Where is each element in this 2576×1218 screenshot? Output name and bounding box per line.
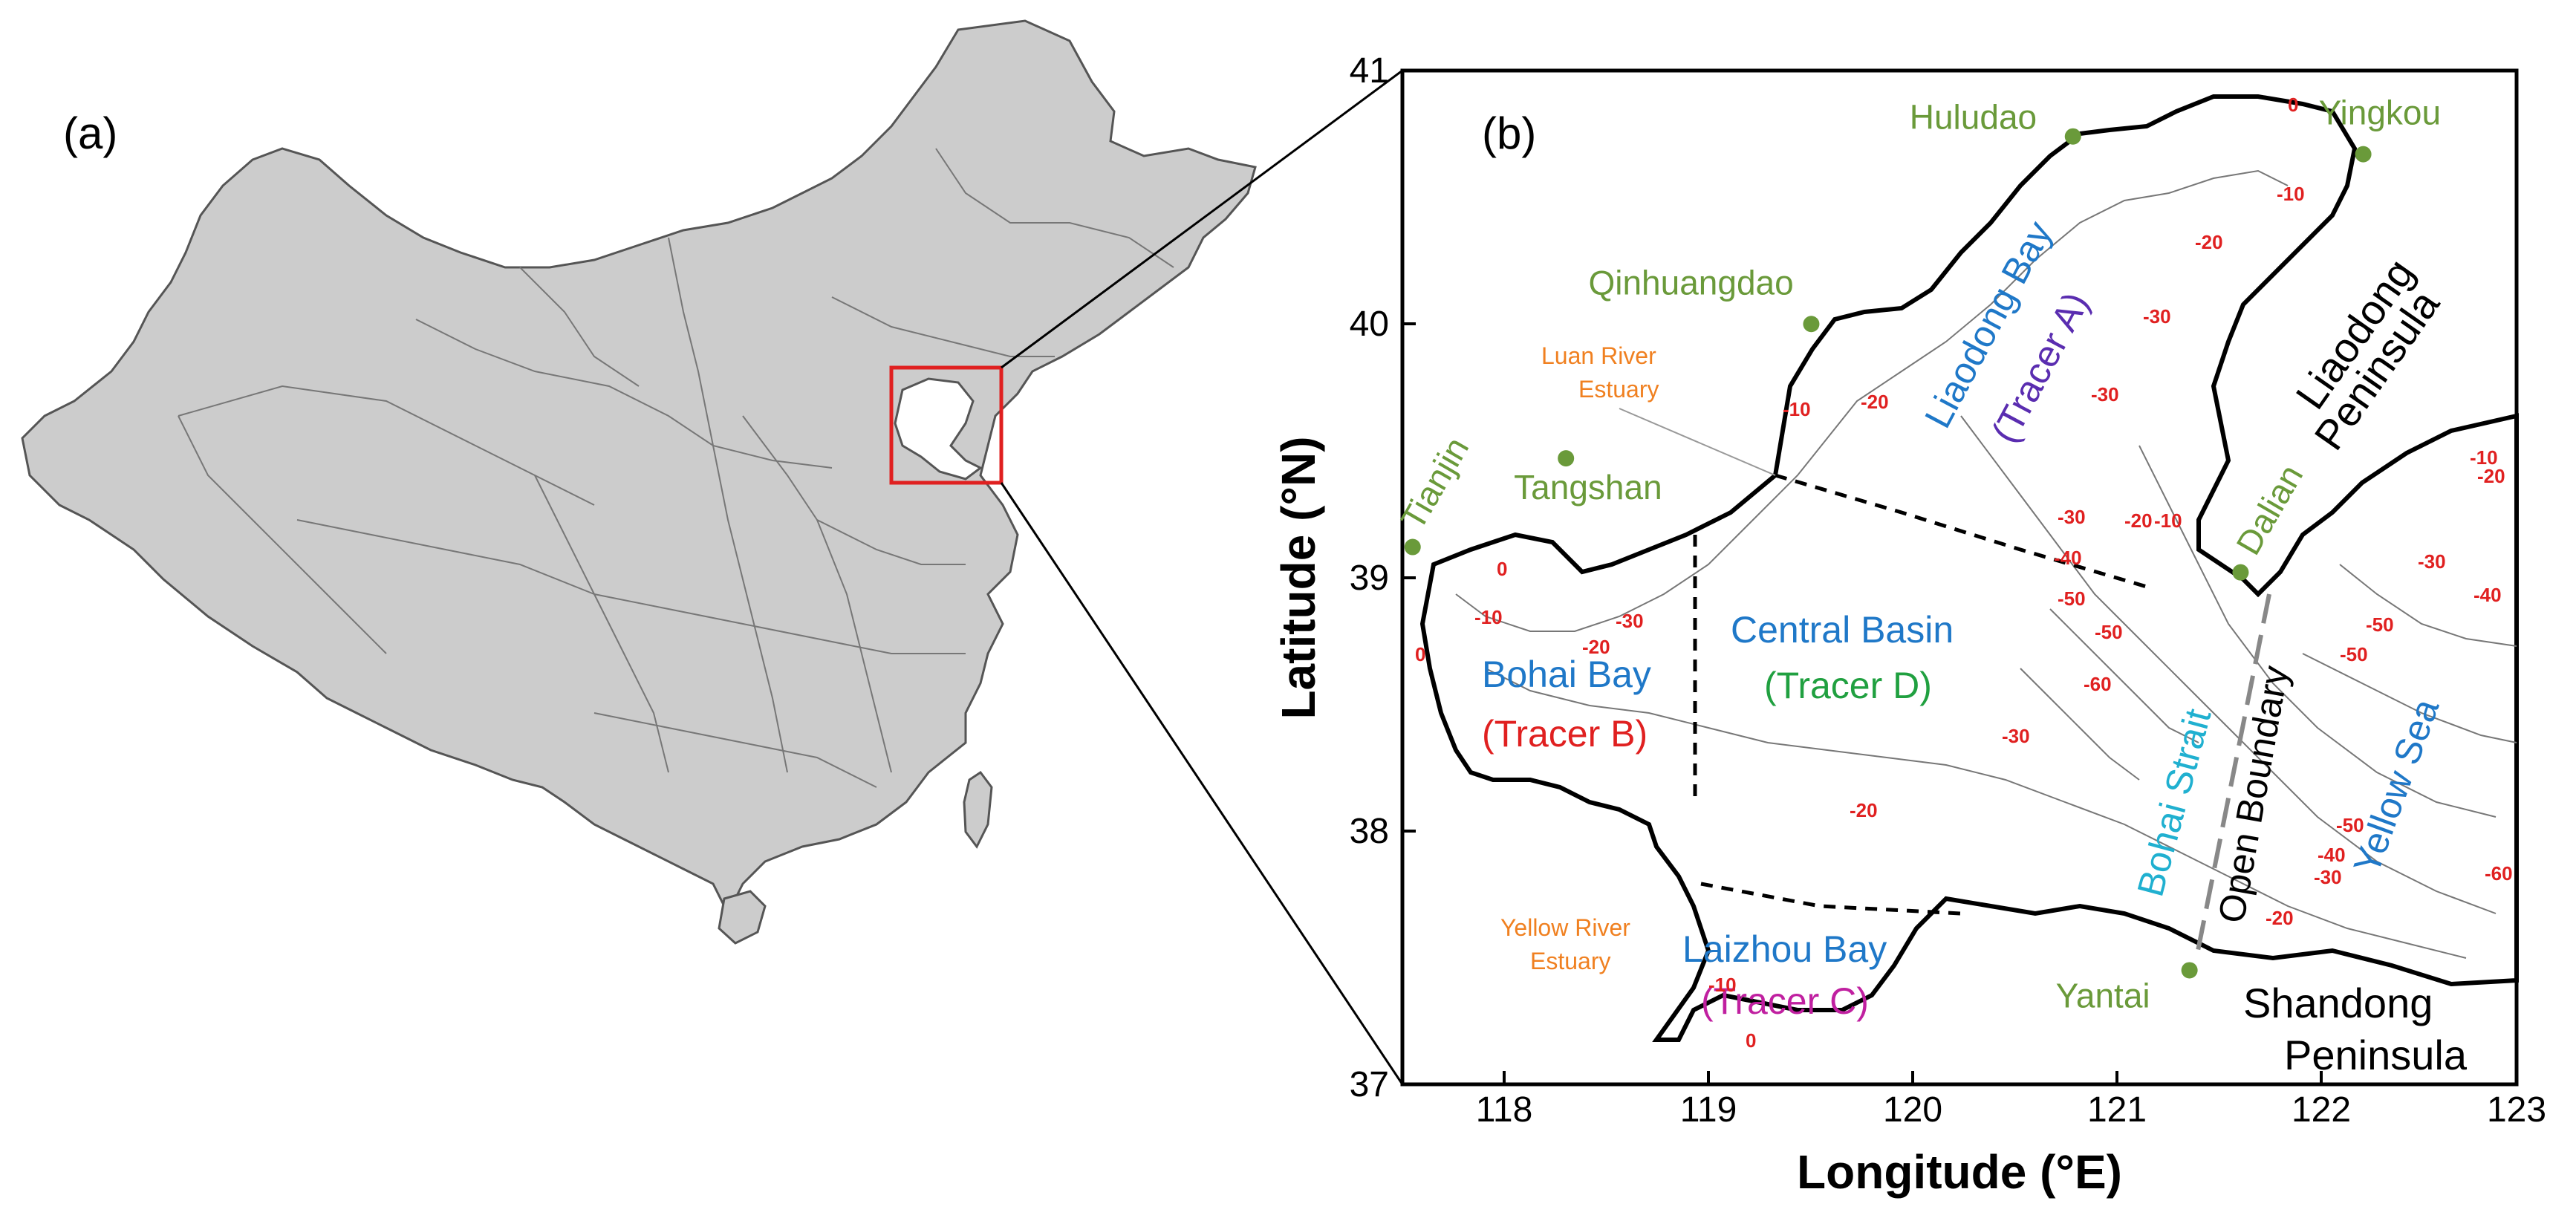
depth-label: -50 bbox=[2095, 621, 2123, 643]
open-boundary-line bbox=[2195, 593, 2271, 955]
depth-label: -30 bbox=[2418, 550, 2446, 573]
depth-label: -10 bbox=[1474, 606, 1503, 628]
china-outline bbox=[21, 19, 1257, 916]
divider-liaodong bbox=[1775, 473, 2147, 589]
city-label: Tangshan bbox=[1514, 468, 1662, 507]
depth-label: -10 bbox=[2470, 446, 2498, 469]
y-axis-title: Latitude (°N) bbox=[1272, 436, 1325, 719]
city-marker bbox=[1558, 450, 1575, 467]
city-marker bbox=[1803, 316, 1820, 333]
laizhou-bay-label: Laizhou Bay bbox=[1682, 928, 1887, 970]
y-tick-label: 37 bbox=[1350, 1065, 1389, 1104]
depth-label: -20 bbox=[2124, 509, 2153, 532]
depth-label: -20 bbox=[2477, 465, 2505, 487]
bohai-map: 118 119 120 121 122 123 37 38 39 40 41 L… bbox=[1272, 51, 2546, 1199]
shandong-peninsula-label-2: Peninsula bbox=[2284, 1032, 2468, 1078]
tracer-d-label: (Tracer D) bbox=[1764, 665, 1932, 706]
depth-label: -20 bbox=[2195, 231, 2223, 253]
depth-label: -40 bbox=[2054, 547, 2082, 569]
connector-bottom bbox=[1000, 482, 1404, 1085]
depth-label: -50 bbox=[2340, 643, 2368, 665]
depth-label: -50 bbox=[2366, 613, 2394, 636]
depth-label: -40 bbox=[2318, 844, 2346, 866]
depth-label: -10 bbox=[1708, 974, 1737, 996]
y-ticks bbox=[1402, 69, 1416, 1086]
depth-label: -60 bbox=[2485, 862, 2513, 885]
city-label: Qinhuangdao bbox=[1588, 263, 1793, 302]
panel-b-label: (b) bbox=[1482, 108, 1536, 158]
city-marker bbox=[1404, 538, 1421, 556]
city-marker bbox=[2181, 962, 2198, 979]
tracer-c-label: (Tracer C) bbox=[1701, 980, 1869, 1022]
bohai-cutout bbox=[894, 377, 983, 481]
city-marker bbox=[2232, 564, 2249, 581]
inset-box bbox=[889, 365, 1004, 485]
depth-label: 0 bbox=[1497, 558, 1507, 580]
depth-label: -10 bbox=[2154, 509, 2182, 532]
x-tick-label: 121 bbox=[2087, 1090, 2147, 1130]
depth-label: -50 bbox=[2058, 587, 2086, 610]
depth-label: -30 bbox=[2091, 383, 2119, 406]
depth-label: -10 bbox=[2277, 183, 2305, 205]
depth-label: -30 bbox=[2002, 725, 2030, 747]
depth-label: -20 bbox=[2266, 907, 2294, 929]
x-tick-label: 120 bbox=[1883, 1090, 1942, 1130]
province-boundaries bbox=[178, 148, 1174, 788]
panel-a-label: (a) bbox=[63, 108, 117, 158]
taiwan-island bbox=[963, 770, 993, 849]
x-axis-title: Longitude (°E) bbox=[1797, 1145, 2122, 1199]
depth-label: -40 bbox=[2473, 584, 2502, 606]
x-ticks bbox=[1503, 1071, 2518, 1084]
bohai-bay-label: Bohai Bay bbox=[1482, 654, 1651, 695]
central-basin-label: Central Basin bbox=[1731, 609, 1954, 651]
y-tick-label: 41 bbox=[1350, 51, 1389, 91]
depth-label: -30 bbox=[2143, 305, 2171, 328]
city-marker bbox=[2355, 146, 2372, 163]
x-tick-label: 118 bbox=[1476, 1090, 1533, 1130]
yellow-river-estuary-label-1: Yellow River bbox=[1500, 914, 1630, 941]
depth-label: 0 bbox=[2288, 94, 2298, 116]
city-marker bbox=[2064, 128, 2081, 145]
shandong-peninsula-label-1: Shandong bbox=[2243, 980, 2433, 1026]
x-tick-label: 119 bbox=[1680, 1090, 1737, 1130]
y-tick-label: 38 bbox=[1350, 812, 1389, 851]
region-dividers bbox=[1693, 473, 2147, 916]
connector-top bbox=[1001, 69, 1403, 369]
x-tick-label: 123 bbox=[2487, 1090, 2546, 1130]
tracer-b-label: (Tracer B) bbox=[1482, 713, 1648, 755]
depth-labels: 0 0 0 0 -10 -10 -10 -10 -10 -10 -20 -20 … bbox=[1415, 94, 2513, 1052]
china-map bbox=[21, 19, 1257, 945]
depth-label: -30 bbox=[2314, 866, 2342, 888]
depth-label: -60 bbox=[2084, 673, 2112, 695]
depth-label: -30 bbox=[2058, 506, 2086, 528]
yellow-river-estuary-label-2: Estuary bbox=[1530, 948, 1610, 974]
luan-river-estuary-label-2: Estuary bbox=[1578, 376, 1659, 403]
city-label: Huludao bbox=[1910, 98, 2037, 137]
hainan-island bbox=[718, 890, 767, 945]
depth-label: -10 bbox=[1783, 398, 1811, 420]
y-tick-label: 39 bbox=[1350, 558, 1389, 598]
divider-laizhou bbox=[1700, 882, 1962, 916]
x-tick-label: 122 bbox=[2292, 1090, 2351, 1130]
depth-label: -20 bbox=[1582, 636, 1610, 658]
depth-label: -20 bbox=[1861, 391, 1889, 413]
depth-label: 0 bbox=[1746, 1029, 1756, 1052]
coastline bbox=[1419, 94, 2519, 1042]
luan-river-pointer bbox=[1619, 408, 1776, 476]
city-label: Yingkou bbox=[2319, 94, 2442, 132]
depth-label: -20 bbox=[1850, 799, 1878, 821]
depth-label: 0 bbox=[1415, 643, 1425, 665]
depth-contours bbox=[1455, 169, 2517, 959]
depth-label: -50 bbox=[2336, 814, 2364, 836]
y-tick-label: 40 bbox=[1350, 304, 1389, 344]
depth-label: -30 bbox=[1616, 610, 1644, 632]
city-label: Yantai bbox=[2056, 976, 2150, 1015]
luan-river-estuary-label-1: Luan River bbox=[1541, 342, 1656, 369]
